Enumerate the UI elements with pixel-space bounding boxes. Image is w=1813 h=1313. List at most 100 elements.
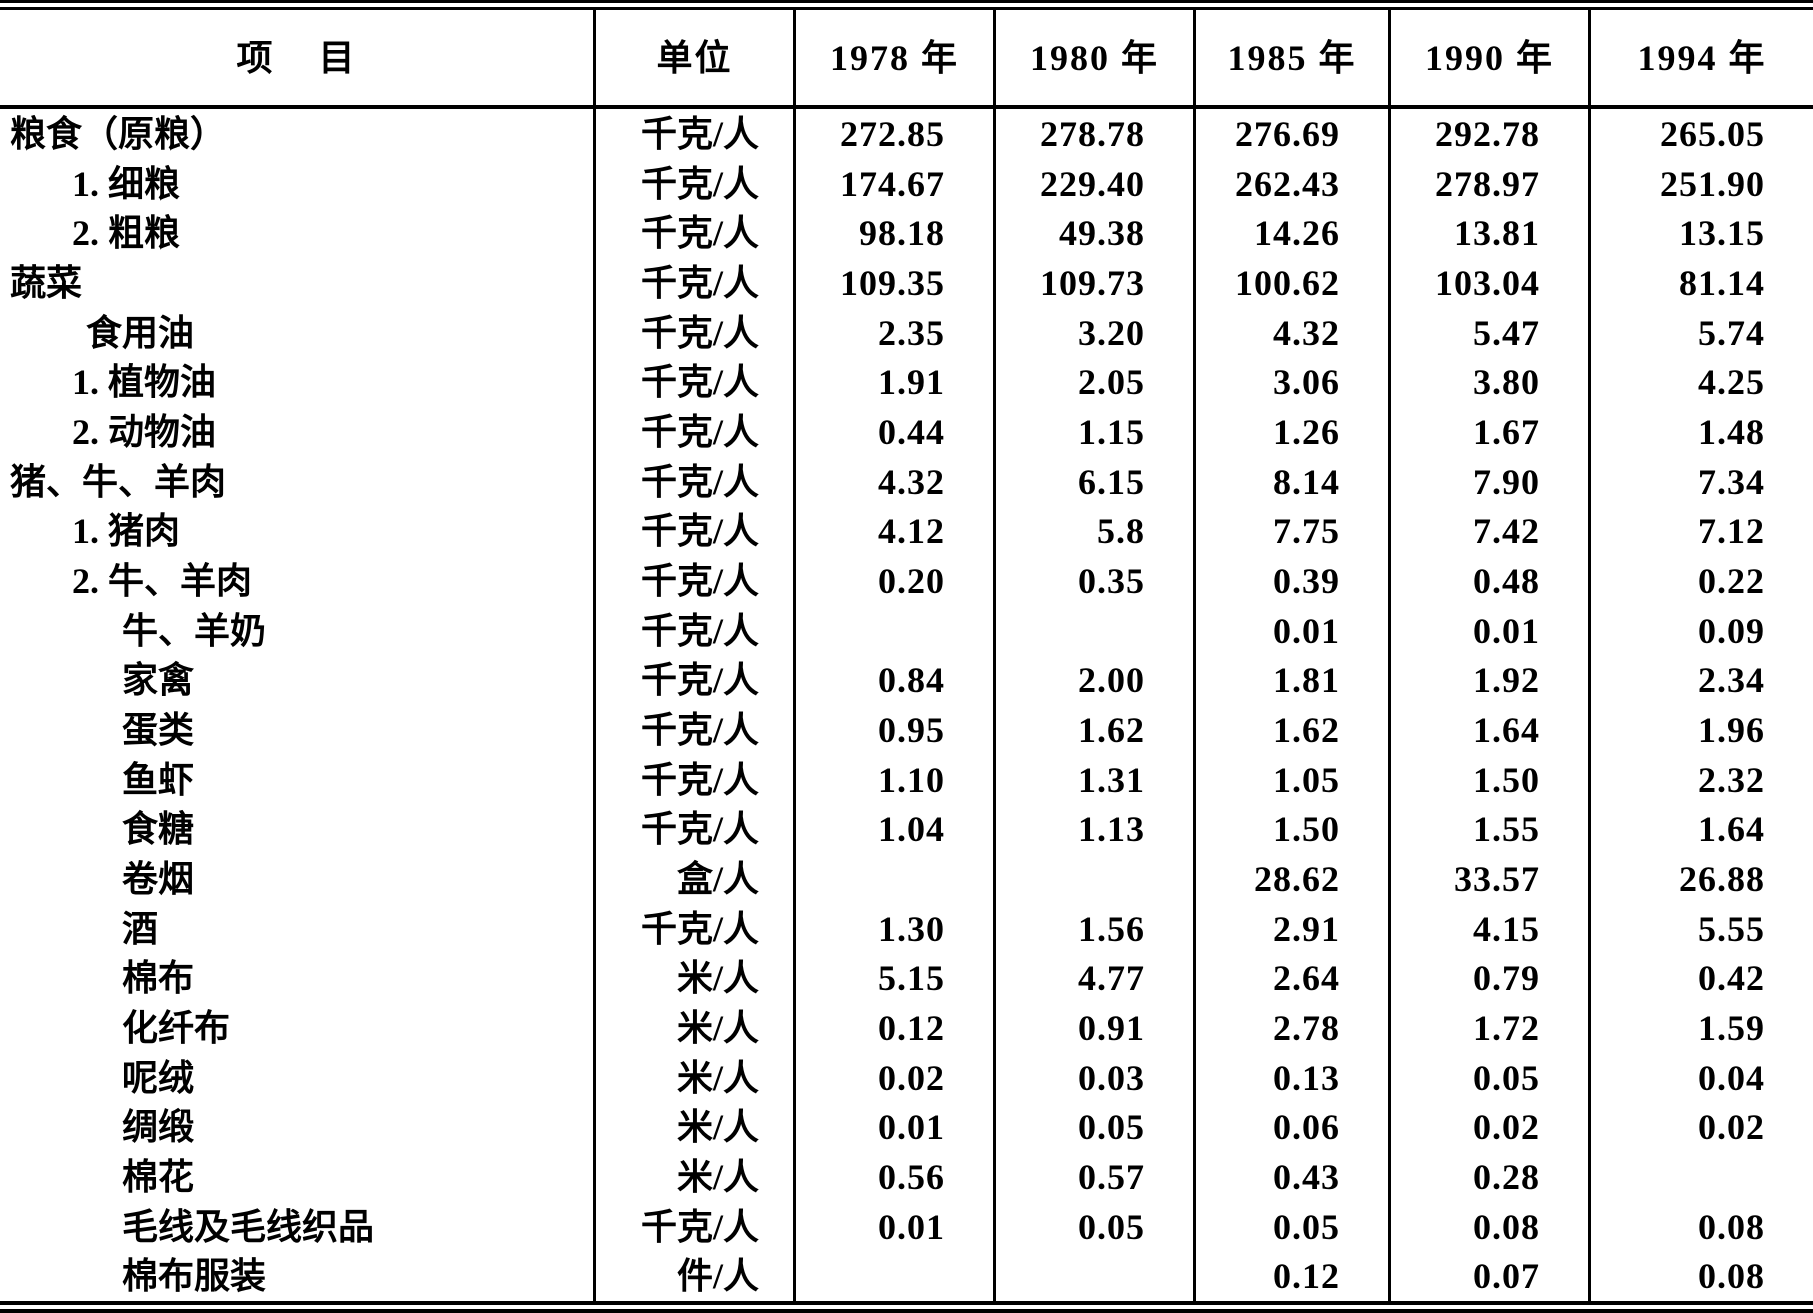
row-value-1994: 251.90 xyxy=(1588,158,1813,209)
table-row: 1. 植物油 千克/人 1.91 2.05 3.06 3.80 4.25 xyxy=(0,357,1813,408)
row-value-1985: 14.26 xyxy=(1193,208,1388,259)
row-value-1994: 7.34 xyxy=(1588,456,1813,507)
row-value-1978 xyxy=(793,854,993,904)
row-item-label: 绸缎 xyxy=(122,1107,195,1148)
row-item-label: 1. 猪肉 xyxy=(72,511,181,552)
row-value-1994 xyxy=(1588,1152,1813,1202)
table-row: 1. 细粮 千克/人 174.67 229.40 262.43 278.97 2… xyxy=(0,158,1813,209)
row-value-1990: 1.67 xyxy=(1388,407,1588,457)
row-value-1985: 0.43 xyxy=(1193,1152,1388,1202)
row-value-1994: 0.22 xyxy=(1588,556,1813,606)
row-value-1985: 0.39 xyxy=(1193,556,1388,606)
row-value-1978: 272.85 xyxy=(793,109,993,159)
row-unit: 千克/人 xyxy=(593,605,793,656)
row-unit: 千克/人 xyxy=(593,407,793,457)
row-value-1980: 2.05 xyxy=(993,357,1193,408)
row-item-label: 呢绒 xyxy=(122,1057,195,1098)
row-value-1985: 0.06 xyxy=(1193,1102,1388,1153)
row-unit: 千克/人 xyxy=(593,903,793,954)
row-item-label: 棉布服装 xyxy=(122,1256,267,1297)
table-row: 猪、牛、羊肉 千克/人 4.32 6.15 8.14 7.90 7.34 xyxy=(0,456,1813,507)
row-unit: 千克/人 xyxy=(593,556,793,606)
row-item-label: 食用油 xyxy=(86,312,195,353)
row-value-1990: 0.48 xyxy=(1388,556,1588,606)
row-value-1994: 1.96 xyxy=(1588,705,1813,755)
row-value-1985: 0.01 xyxy=(1193,605,1388,656)
row-value-1980: 2.00 xyxy=(993,655,1193,706)
row-value-1980: 4.77 xyxy=(993,953,1193,1004)
column-header-item: 项 目 xyxy=(236,37,357,78)
table-row: 毛线及毛线织品 千克/人 0.01 0.05 0.05 0.08 0.08 xyxy=(0,1201,1813,1252)
row-unit: 千克/人 xyxy=(593,208,793,259)
row-value-1994: 1.59 xyxy=(1588,1003,1813,1053)
row-value-1985: 2.91 xyxy=(1193,903,1388,954)
row-value-1990: 3.80 xyxy=(1388,357,1588,408)
row-value-1978: 1.91 xyxy=(793,357,993,408)
row-value-1990: 7.90 xyxy=(1388,456,1588,507)
table-row: 卷烟 盒/人 28.62 33.57 26.88 xyxy=(0,854,1813,904)
row-value-1980: 1.56 xyxy=(993,903,1193,954)
row-value-1985: 0.05 xyxy=(1193,1201,1388,1252)
row-value-1978 xyxy=(793,605,993,656)
row-value-1980: 0.35 xyxy=(993,556,1193,606)
row-value-1978: 0.12 xyxy=(793,1003,993,1053)
row-value-1978: 1.30 xyxy=(793,903,993,954)
row-value-1978: 0.02 xyxy=(793,1052,993,1103)
row-value-1985: 1.62 xyxy=(1193,705,1388,755)
row-item-label: 鱼虾 xyxy=(122,759,195,800)
column-header-1990: 1990 年 xyxy=(1388,10,1588,105)
row-value-1994: 2.32 xyxy=(1588,754,1813,805)
row-value-1980: 49.38 xyxy=(993,208,1193,259)
row-value-1985: 1.50 xyxy=(1193,804,1388,855)
table-row: 蔬菜 千克/人 109.35 109.73 100.62 103.04 81.1… xyxy=(0,258,1813,308)
row-unit: 千克/人 xyxy=(593,258,793,308)
row-value-1990: 1.92 xyxy=(1388,655,1588,706)
table-row: 粮食（原粮） 千克/人 272.85 278.78 276.69 292.78 … xyxy=(0,109,1813,159)
row-value-1980: 0.05 xyxy=(993,1201,1193,1252)
row-value-1980 xyxy=(993,605,1193,656)
row-item-label: 2. 粗粮 xyxy=(72,213,181,254)
row-item-label: 蔬菜 xyxy=(10,262,83,303)
table-row: 1. 猪肉 千克/人 4.12 5.8 7.75 7.42 7.12 xyxy=(0,506,1813,557)
row-value-1978: 5.15 xyxy=(793,953,993,1004)
table-row: 家禽 千克/人 0.84 2.00 1.81 1.92 2.34 xyxy=(0,655,1813,706)
row-value-1985: 100.62 xyxy=(1193,258,1388,308)
row-item-label: 粮食（原粮） xyxy=(10,113,227,154)
row-value-1980 xyxy=(993,854,1193,904)
row-unit: 米/人 xyxy=(593,1152,793,1202)
row-value-1978: 0.01 xyxy=(793,1201,993,1252)
row-value-1985: 0.13 xyxy=(1193,1052,1388,1103)
row-value-1990: 7.42 xyxy=(1388,506,1588,557)
row-value-1978: 4.12 xyxy=(793,506,993,557)
row-value-1980: 278.78 xyxy=(993,109,1193,159)
row-value-1985: 0.12 xyxy=(1193,1251,1388,1302)
row-item-label: 食糖 xyxy=(122,809,195,850)
table-row: 2. 动物油 千克/人 0.44 1.15 1.26 1.67 1.48 xyxy=(0,407,1813,457)
row-item-label: 棉花 xyxy=(122,1156,195,1197)
row-value-1985: 1.05 xyxy=(1193,754,1388,805)
row-unit: 千克/人 xyxy=(593,754,793,805)
row-value-1994: 5.55 xyxy=(1588,903,1813,954)
row-value-1980: 5.8 xyxy=(993,506,1193,557)
table-row: 2. 粗粮 千克/人 98.18 49.38 14.26 13.81 13.15 xyxy=(0,208,1813,259)
table-row: 酒 千克/人 1.30 1.56 2.91 4.15 5.55 xyxy=(0,903,1813,954)
row-value-1980: 1.15 xyxy=(993,407,1193,457)
table-row: 化纤布 米/人 0.12 0.91 2.78 1.72 1.59 xyxy=(0,1003,1813,1053)
row-value-1990: 1.55 xyxy=(1388,804,1588,855)
table-row: 牛、羊奶 千克/人 0.01 0.01 0.09 xyxy=(0,605,1813,656)
row-value-1985: 1.81 xyxy=(1193,655,1388,706)
column-header-1985: 1985 年 xyxy=(1193,10,1388,105)
row-unit: 米/人 xyxy=(593,1052,793,1103)
row-value-1985: 1.26 xyxy=(1193,407,1388,457)
row-value-1978: 0.84 xyxy=(793,655,993,706)
row-value-1978: 0.01 xyxy=(793,1102,993,1153)
row-value-1985: 4.32 xyxy=(1193,307,1388,358)
row-value-1978: 174.67 xyxy=(793,158,993,209)
row-unit: 千克/人 xyxy=(593,705,793,755)
row-value-1985: 276.69 xyxy=(1193,109,1388,159)
row-value-1990: 292.78 xyxy=(1388,109,1588,159)
row-value-1980: 0.91 xyxy=(993,1003,1193,1053)
row-item-label: 酒 xyxy=(122,908,159,949)
